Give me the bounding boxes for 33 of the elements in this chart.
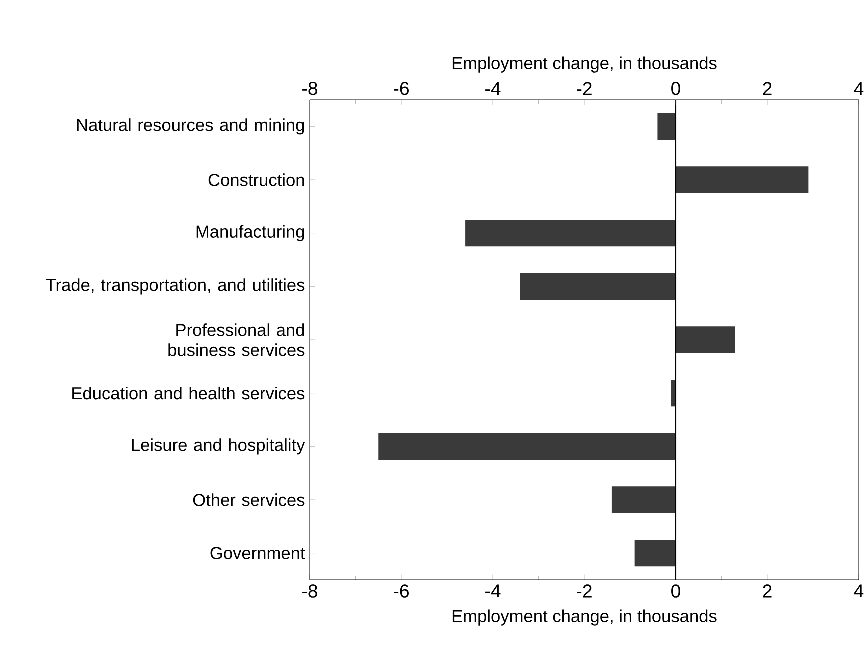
bar	[520, 273, 676, 300]
bar	[658, 113, 676, 140]
bar	[378, 433, 676, 460]
x-tick-label: -2	[577, 584, 592, 598]
x2-tick-label: -8	[302, 82, 318, 96]
y-tick-label: Construction	[208, 174, 304, 186]
y-tick-label: Education and health services	[72, 386, 305, 400]
bar	[634, 540, 676, 567]
x-tick-label: -4	[486, 584, 501, 598]
x2-tick-label: 2	[763, 82, 772, 96]
x-tick-label: 2	[763, 584, 772, 598]
x2-tick-label: -4	[486, 82, 501, 96]
bar	[676, 166, 809, 194]
x-axis-title: Employment change, in thousands	[452, 610, 717, 626]
bar	[612, 486, 676, 514]
bar	[466, 220, 676, 247]
x2-tick-label: 4	[854, 82, 864, 96]
y-tick-label: Leisure and hospitality	[132, 438, 306, 455]
y-tick-label: Professional and business services	[168, 324, 305, 356]
y-tick-label: Other services	[193, 494, 305, 506]
x-tick-label: 0	[672, 584, 680, 598]
x2-tick-label: 0	[672, 82, 680, 96]
y-tick-label: Natural resources and mining	[77, 118, 304, 135]
x-tick-label: 4	[854, 584, 864, 598]
x-tick-label: -8	[302, 584, 318, 598]
x2-axis-title: Employment change, in thousands	[452, 56, 717, 73]
x-tick-label: -6	[394, 584, 409, 598]
x2-tick-label: -2	[577, 82, 592, 96]
y-tick-label: Trade, transportation, and utilities	[46, 278, 305, 295]
x2-tick-label: -6	[394, 82, 409, 96]
y-tick-label: Government	[210, 547, 306, 560]
bar	[676, 326, 736, 354]
y-tick-label: Manufacturing	[196, 225, 304, 242]
